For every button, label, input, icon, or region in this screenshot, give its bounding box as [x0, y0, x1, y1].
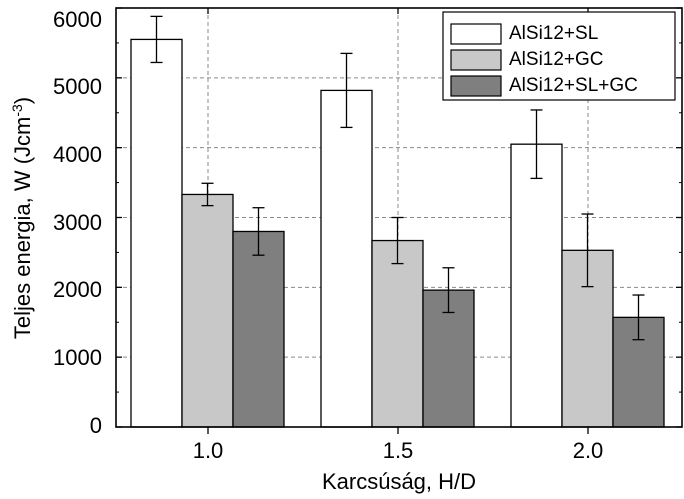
- y-tick-label: 5000: [53, 74, 102, 99]
- x-tick-labels: 1.0 1.5 2.0: [193, 438, 604, 463]
- bar: [130, 38, 183, 428]
- x-tick-label: 1.5: [383, 438, 414, 463]
- legend-swatch: [450, 23, 502, 45]
- axis-ticks: [116, 7, 682, 434]
- legend-label: AlSi12+SL+GC: [509, 75, 638, 96]
- y-tick-label: 1000: [53, 345, 102, 370]
- bar: [510, 143, 563, 428]
- x-tick-label: 1.0: [193, 438, 224, 463]
- bar: [371, 239, 424, 428]
- y-tick-label: 6000: [53, 7, 102, 32]
- legend-swatch: [450, 49, 502, 71]
- legend-label: AlSi12+SL: [509, 23, 598, 44]
- x-tick-label: 2.0: [573, 438, 604, 463]
- y-tick-label: 2000: [53, 277, 102, 302]
- y-tick-label: 4000: [53, 142, 102, 167]
- legend-label: AlSi12+GC: [509, 49, 604, 70]
- bars: [130, 15, 665, 428]
- y-tick-label: 0: [90, 413, 102, 438]
- bar: [320, 89, 373, 428]
- bar: [232, 230, 285, 428]
- y-tick-label: 3000: [53, 210, 102, 235]
- legend-swatch: [450, 75, 502, 97]
- x-axis-title: Karcsúság, H/D: [322, 469, 476, 494]
- legend: AlSi12+SL AlSi12+GC AlSi12+SL+GC: [442, 11, 676, 101]
- bar: [181, 193, 234, 428]
- y-axis-title: Teljes energia, W (Jcm-3): [9, 97, 35, 339]
- y-tick-labels: 0 1000 2000 3000 4000 5000 6000: [53, 7, 102, 438]
